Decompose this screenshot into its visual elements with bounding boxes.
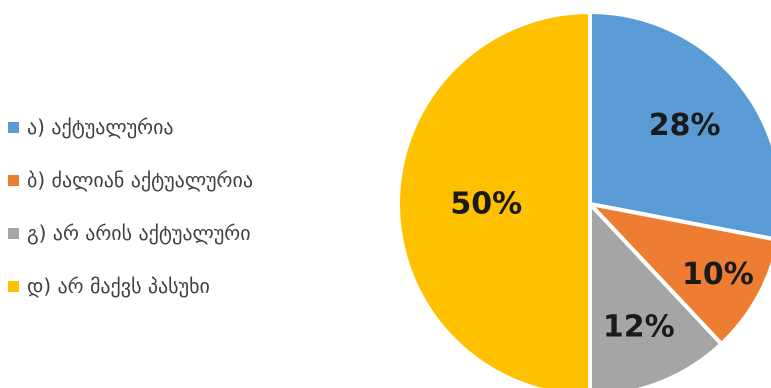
legend-item: ა) აქტუალურია xyxy=(8,113,368,141)
data-label: 28% xyxy=(649,108,721,143)
legend-swatch xyxy=(8,174,19,186)
chart-legend: ა) აქტუალურია ბ) ძალიან აქტუალურია გ) არ… xyxy=(8,113,368,325)
data-label: 12% xyxy=(603,310,675,345)
data-label: 50% xyxy=(450,187,522,222)
slice-a xyxy=(588,9,771,241)
legend-item: ბ) ძალიან აქტუალურია xyxy=(8,166,368,194)
legend-label: ა) აქტუალურია xyxy=(27,115,174,139)
slice-b xyxy=(584,200,771,347)
legend-label: ბ) ძალიან აქტუალურია xyxy=(27,168,253,192)
slice-c xyxy=(588,198,725,388)
legend-item: გ) არ არის აქტუალური xyxy=(8,219,368,247)
data-label: 10% xyxy=(682,257,754,292)
legend-label: დ) არ მაქვს პასუხი xyxy=(27,274,210,298)
slice-d xyxy=(396,9,592,388)
legend-swatch xyxy=(8,227,19,239)
legend-label: გ) არ არის აქტუალური xyxy=(27,221,251,245)
legend-swatch xyxy=(8,121,19,133)
legend-swatch xyxy=(8,280,19,292)
legend-item: დ) არ მაქვს პასუხი xyxy=(8,272,368,300)
